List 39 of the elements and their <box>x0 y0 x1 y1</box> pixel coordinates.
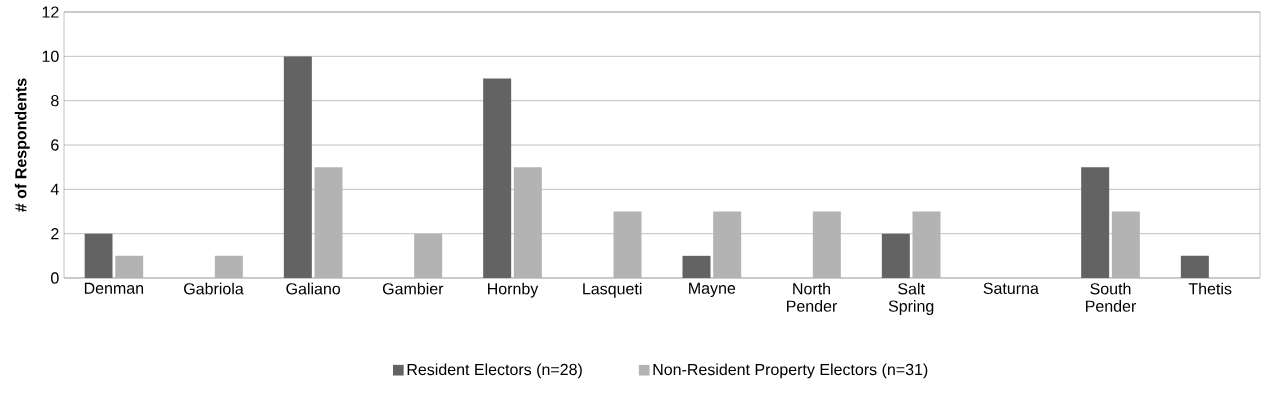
y-tick-label: 6 <box>51 139 59 151</box>
bar <box>513 167 542 278</box>
bar <box>812 211 841 278</box>
y-tick-label: 12 <box>42 6 59 18</box>
bar <box>115 255 144 278</box>
x-tick-label: Thetis <box>1188 282 1232 295</box>
bar <box>283 56 312 278</box>
x-tick-label: Gabriola <box>184 282 244 295</box>
bar <box>912 211 941 278</box>
y-tick-label: 0 <box>51 272 59 284</box>
bar <box>84 233 113 278</box>
bar <box>1081 167 1110 278</box>
bar <box>1111 211 1140 278</box>
x-tick-label: Mayne <box>689 282 736 298</box>
y-tick-label: 4 <box>50 183 59 195</box>
x-tick-label: Gambier <box>382 282 444 295</box>
y-tick-label: 8 <box>51 95 59 107</box>
bar <box>682 255 711 278</box>
bar <box>214 255 243 278</box>
x-tick-label: Lasqueti <box>583 282 642 298</box>
x-tick-label: South Pender <box>1086 282 1137 312</box>
bar <box>483 78 512 278</box>
x-tick-label: Denman <box>84 282 144 294</box>
bar <box>414 233 443 278</box>
bar <box>613 211 642 278</box>
bar <box>713 211 742 278</box>
y-tick-label: 2 <box>51 228 59 240</box>
bar <box>314 167 343 278</box>
x-tick-label: Salt Spring <box>888 282 934 315</box>
x-tick-label: North Pender <box>787 282 838 312</box>
bar <box>881 233 910 278</box>
y-axis-title: # of Respondents <box>14 78 30 212</box>
x-tick-label: Saturna <box>983 282 1039 295</box>
bar <box>1180 255 1209 278</box>
legend-label: Resident Electors (n=28) <box>407 363 582 379</box>
x-tick-label: Galiano <box>286 282 341 295</box>
y-tick-label: 10 <box>42 50 59 62</box>
x-tick-label: Hornby <box>488 282 539 298</box>
legend-label: Non-Resident Property Electors (n=31) <box>653 363 928 379</box>
